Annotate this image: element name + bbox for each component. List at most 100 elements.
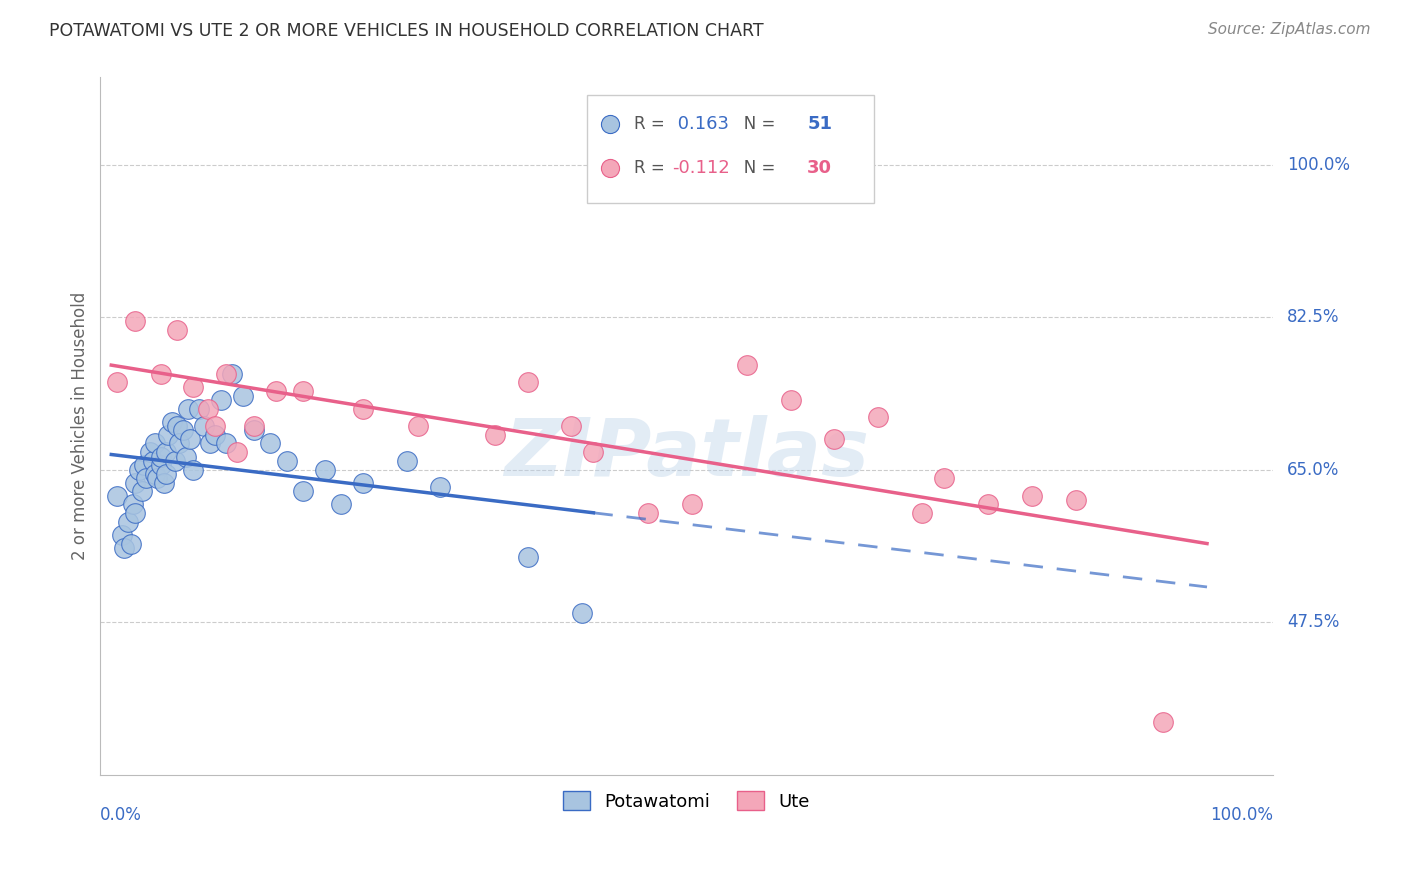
Point — [516, 549, 538, 564]
Point — [221, 367, 243, 381]
Point — [429, 480, 451, 494]
Point — [242, 423, 264, 437]
Point — [576, 271, 599, 285]
Text: 30: 30 — [807, 159, 832, 178]
Point — [128, 462, 150, 476]
Text: 100.0%: 100.0% — [1286, 155, 1350, 174]
Point — [105, 376, 128, 390]
Point — [204, 427, 226, 442]
Point — [198, 436, 221, 450]
Point — [330, 498, 353, 512]
Point — [138, 445, 160, 459]
Point — [122, 498, 145, 512]
Text: 47.5%: 47.5% — [1286, 613, 1339, 631]
Point — [226, 445, 249, 459]
Point — [149, 458, 172, 473]
Point — [824, 432, 846, 446]
Text: N =: N = — [727, 159, 780, 178]
Legend: Potawatomi, Ute: Potawatomi, Ute — [555, 784, 817, 818]
Point — [167, 436, 190, 450]
Point — [155, 445, 177, 459]
Point — [135, 471, 157, 485]
Point — [215, 436, 238, 450]
Point — [242, 419, 264, 434]
Text: 82.5%: 82.5% — [1286, 308, 1340, 326]
Point — [779, 392, 801, 407]
Point — [124, 506, 146, 520]
Point — [155, 467, 177, 481]
Point — [637, 506, 659, 520]
Point — [292, 384, 315, 399]
Point — [143, 467, 166, 481]
Point — [172, 423, 194, 437]
Text: -0.112: -0.112 — [672, 159, 730, 178]
Point — [183, 380, 205, 394]
Text: POTAWATOMI VS UTE 2 OR MORE VEHICLES IN HOUSEHOLD CORRELATION CHART: POTAWATOMI VS UTE 2 OR MORE VEHICLES IN … — [49, 22, 763, 40]
Point — [314, 462, 336, 476]
Point — [117, 515, 139, 529]
Point — [105, 489, 128, 503]
Point — [120, 536, 142, 550]
Point — [215, 367, 238, 381]
Text: 100.0%: 100.0% — [1209, 806, 1272, 824]
Text: ZIPatlas: ZIPatlas — [503, 415, 869, 493]
Point — [1064, 493, 1087, 508]
Point — [352, 475, 374, 490]
Point — [146, 471, 169, 485]
FancyBboxPatch shape — [586, 95, 875, 202]
Point — [142, 454, 165, 468]
Point — [131, 484, 153, 499]
Point — [209, 392, 232, 407]
Point — [183, 462, 205, 476]
Point — [1152, 715, 1174, 730]
Point — [560, 419, 582, 434]
Point — [143, 436, 166, 450]
Point — [160, 415, 183, 429]
Point — [153, 475, 176, 490]
Point — [232, 388, 254, 402]
Point — [396, 454, 419, 468]
Text: 0.163: 0.163 — [672, 115, 730, 133]
Point — [193, 419, 215, 434]
Point — [352, 401, 374, 416]
Text: R =: R = — [634, 159, 669, 178]
Point — [124, 314, 146, 328]
Point — [868, 410, 890, 425]
Point — [571, 607, 593, 621]
Text: N =: N = — [727, 115, 780, 133]
Point — [111, 528, 134, 542]
Point — [114, 541, 136, 555]
Point — [124, 475, 146, 490]
Y-axis label: 2 or more Vehicles in Household: 2 or more Vehicles in Household — [72, 292, 89, 560]
Point — [276, 454, 298, 468]
Point — [163, 454, 186, 468]
Point — [149, 367, 172, 381]
Point — [157, 427, 180, 442]
Point — [735, 358, 758, 372]
Point — [174, 450, 197, 464]
Point — [484, 427, 506, 442]
Point — [259, 436, 281, 450]
Text: Source: ZipAtlas.com: Source: ZipAtlas.com — [1208, 22, 1371, 37]
Point — [197, 401, 219, 416]
Text: 65.0%: 65.0% — [1286, 460, 1339, 479]
Point — [166, 419, 188, 434]
Point — [188, 401, 211, 416]
Point — [681, 498, 703, 512]
Text: 0.0%: 0.0% — [100, 806, 142, 824]
Text: 51: 51 — [807, 115, 832, 133]
Point — [134, 458, 156, 473]
Point — [576, 216, 599, 230]
Point — [932, 471, 955, 485]
Point — [264, 384, 287, 399]
Point — [177, 401, 200, 416]
Point — [166, 323, 188, 337]
Text: R =: R = — [634, 115, 669, 133]
Point — [911, 506, 934, 520]
Point — [977, 498, 1000, 512]
Point — [204, 419, 226, 434]
Point — [149, 450, 172, 464]
Point — [516, 376, 538, 390]
Point — [179, 432, 201, 446]
Point — [292, 484, 315, 499]
